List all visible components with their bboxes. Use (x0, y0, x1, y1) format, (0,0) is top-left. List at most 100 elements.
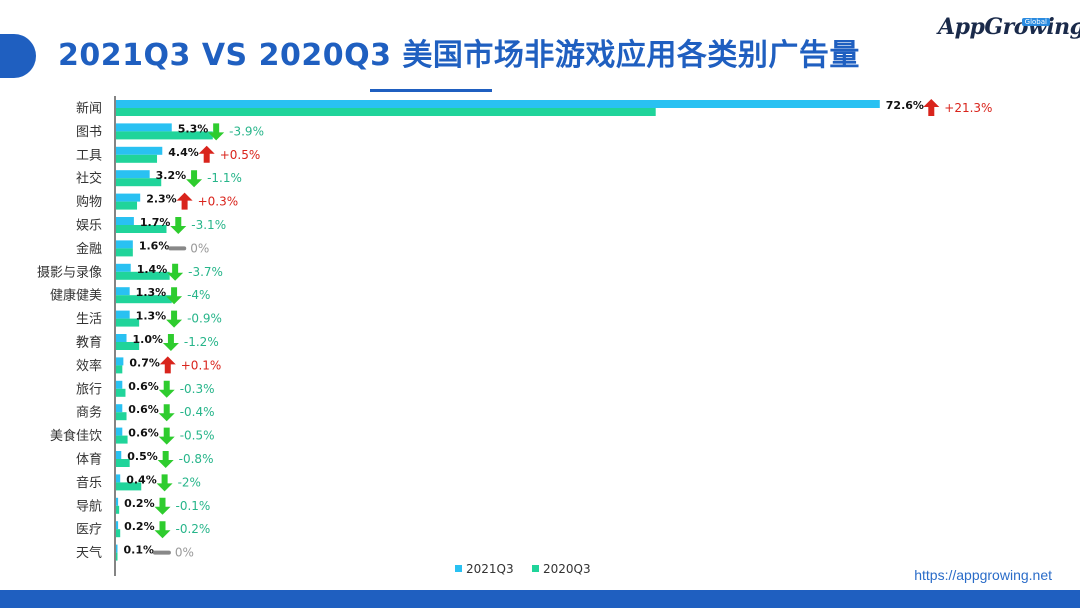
bar-2021q3 (116, 123, 172, 132)
category-label: 工具 (76, 148, 102, 163)
change-label: -3.9% (229, 124, 264, 138)
category-label: 商务 (76, 405, 102, 421)
bar-2021q3 (116, 357, 124, 366)
bar-2021q3 (116, 310, 130, 319)
bar-2020q3 (116, 271, 170, 280)
value-label: 0.1% (124, 544, 155, 557)
bar-2020q3 (116, 552, 118, 561)
value-label: 0.6% (128, 427, 159, 440)
title-underline (370, 89, 492, 92)
bar-2020q3 (116, 435, 128, 444)
value-label: 1.6% (139, 239, 170, 252)
bar-2020q3 (116, 459, 130, 467)
bar-2020q3 (116, 482, 142, 491)
bar-2020q3 (116, 178, 162, 187)
bar-2020q3 (116, 154, 158, 163)
bar-2021q3 (116, 544, 118, 553)
down-arrow-icon (154, 521, 171, 539)
change-label: -0.4% (180, 405, 215, 419)
category-label: 体育 (76, 452, 102, 468)
bar-2021q3 (116, 521, 119, 530)
category-label: 天气 (76, 545, 102, 561)
change-label: -0.2% (176, 522, 211, 536)
change-label: -1.1% (207, 171, 242, 185)
value-label: 5.3% (178, 122, 209, 135)
up-arrow-icon (176, 192, 193, 210)
category-label: 美食佳饮 (50, 428, 102, 444)
bar-2021q3 (116, 217, 134, 225)
bar-2021q3 (116, 100, 880, 108)
value-label: 1.3% (136, 286, 167, 299)
bar-2020q3 (116, 295, 172, 304)
change-label: -4% (187, 288, 210, 302)
value-label: 0.4% (126, 473, 157, 486)
down-arrow-icon (157, 451, 174, 468)
change-label: -3.7% (188, 265, 223, 279)
change-label: -0.3% (180, 382, 215, 396)
bar-2021q3 (116, 263, 131, 272)
change-label: -1.2% (184, 335, 219, 349)
bar-2021q3 (116, 334, 127, 342)
bar-2021q3 (116, 451, 122, 459)
change-label: +21.3% (944, 101, 992, 115)
value-label: 0.6% (128, 403, 159, 416)
bar-2020q3 (116, 248, 133, 257)
page-title: 2021Q3 VS 2020Q3 美国市场非游戏应用各类别广告量 (58, 38, 860, 73)
bar-2020q3 (116, 342, 140, 350)
bar-2021q3 (116, 380, 123, 389)
up-arrow-icon (923, 99, 940, 116)
change-label: 0% (175, 546, 194, 560)
value-label: 0.2% (124, 520, 155, 533)
category-label: 金融 (76, 241, 102, 257)
legend-swatch (455, 565, 462, 572)
value-label: 0.7% (129, 356, 160, 369)
change-label: -0.5% (180, 429, 215, 443)
bar-2020q3 (116, 365, 123, 374)
category-label: 导航 (76, 498, 102, 514)
down-arrow-icon (166, 310, 183, 328)
bar-2021q3 (116, 170, 150, 179)
footer-bar (0, 590, 1080, 608)
down-arrow-icon (170, 217, 187, 234)
appgrowing-logo: AppGrowing Global (938, 14, 1080, 46)
value-label: 4.4% (168, 146, 199, 159)
bar-2020q3 (116, 318, 140, 327)
bar-2021q3 (116, 146, 163, 155)
change-label: -2% (178, 475, 201, 489)
value-label: 1.0% (133, 333, 164, 346)
change-label: -0.1% (176, 499, 211, 513)
category-label: 新闻 (76, 101, 102, 117)
bar-2020q3 (116, 505, 120, 514)
title-accent-tab (0, 34, 36, 78)
change-label: +0.5% (220, 148, 261, 162)
site-url[interactable]: https://appgrowing.net (914, 567, 1052, 583)
category-label: 社交 (76, 171, 102, 187)
category-label: 教育 (76, 335, 102, 351)
down-arrow-icon (186, 170, 203, 188)
value-label: 1.7% (140, 216, 171, 229)
bar-2020q3 (116, 529, 121, 538)
bar-2021q3 (116, 193, 141, 202)
bar-2021q3 (116, 240, 133, 249)
change-label: -0.9% (187, 312, 222, 326)
category-label: 购物 (76, 194, 102, 210)
flat-dash-icon (152, 550, 171, 555)
bar-2021q3 (116, 427, 123, 436)
value-label: 0.6% (128, 380, 159, 393)
value-label: 1.4% (137, 263, 168, 276)
category-label: 效率 (76, 358, 102, 374)
up-arrow-icon (198, 145, 215, 163)
change-label: +0.3% (198, 195, 239, 209)
down-arrow-icon (154, 497, 171, 515)
value-label: 72.6% (886, 99, 924, 112)
value-label: 3.2% (156, 169, 187, 182)
down-arrow-icon (158, 427, 175, 445)
bar-2020q3 (116, 108, 656, 116)
bar-2021q3 (116, 474, 121, 483)
down-arrow-icon (208, 123, 225, 141)
change-label: +0.1% (181, 358, 222, 372)
category-label: 健康健美 (50, 288, 102, 304)
bar-2021q3 (116, 497, 119, 506)
change-label: -3.1% (191, 218, 226, 232)
